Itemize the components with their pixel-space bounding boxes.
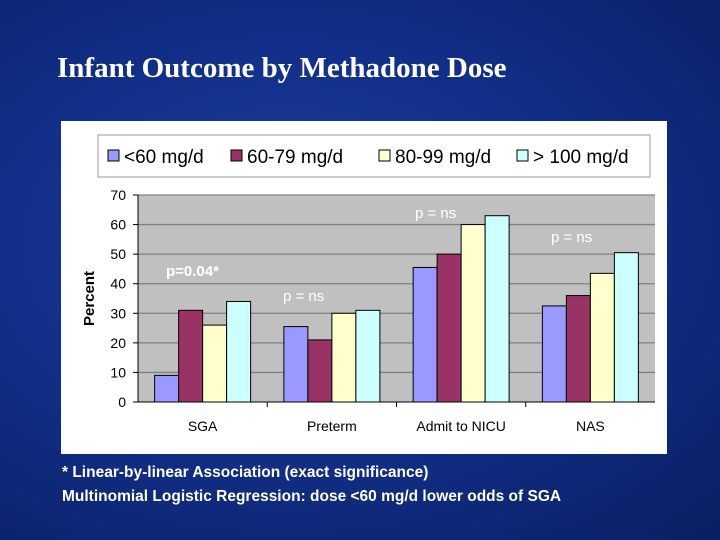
bar (436, 253, 462, 403)
legend-label: 60-79 mg/d (247, 147, 343, 168)
bar (154, 374, 180, 403)
bar (283, 326, 309, 403)
legend-swatch (107, 149, 120, 162)
y-tick-label: 0 (118, 394, 126, 410)
y-tick-label: 30 (110, 305, 126, 321)
bar (307, 339, 333, 403)
bar (178, 309, 204, 403)
legend-label: 80-99 mg/d (395, 147, 491, 168)
p-value-annotation: p = ns (415, 205, 456, 222)
legend-swatch (516, 149, 529, 162)
bar (613, 252, 639, 403)
bar (460, 224, 486, 403)
bar (331, 312, 357, 403)
legend-swatch (230, 149, 243, 162)
legend-label: > 100 mg/d (533, 147, 629, 168)
bar (412, 266, 438, 403)
x-tick-label: Preterm (307, 418, 357, 434)
chart-container: <60 mg/d 60-79 mg/d 80-99 mg/d > 100 mg/d 0 1… (61, 121, 667, 454)
x-tick-label: Admit to NICU (416, 418, 505, 434)
y-tick-label: 60 (110, 217, 126, 233)
legend-swatch (378, 149, 391, 162)
p-value-annotation: p = ns (283, 288, 324, 305)
footnote-2: Multinomial Logistic Regression: dose <6… (62, 488, 562, 505)
bar (484, 215, 510, 403)
bar (541, 305, 567, 403)
x-tick-label: NAS (576, 418, 605, 434)
y-tick-label: 20 (110, 335, 126, 351)
bar (589, 272, 615, 403)
bar (202, 324, 228, 403)
slide-title: Infant Outcome by Methadone Dose (57, 52, 507, 84)
bar (226, 300, 252, 403)
y-tick-label: 40 (110, 276, 126, 292)
y-axis-label: Percent (81, 271, 98, 326)
p-value-annotation: p=0.04* (166, 263, 219, 280)
bar (355, 309, 381, 403)
y-tick-label: 50 (110, 246, 126, 262)
x-tick-label: SGA (188, 418, 218, 434)
p-value-annotation: p = ns (551, 229, 592, 246)
footnote-1: * Linear-by-linear Association (exact si… (62, 464, 429, 481)
bar (565, 295, 591, 403)
y-tick-label: 70 (110, 187, 126, 203)
legend-box (97, 134, 651, 178)
bar-chart: <60 mg/d 60-79 mg/d 80-99 mg/d > 100 mg/d 0 1… (81, 134, 655, 434)
legend-label: <60 mg/d (124, 147, 204, 168)
y-tick-label: 10 (110, 364, 126, 380)
